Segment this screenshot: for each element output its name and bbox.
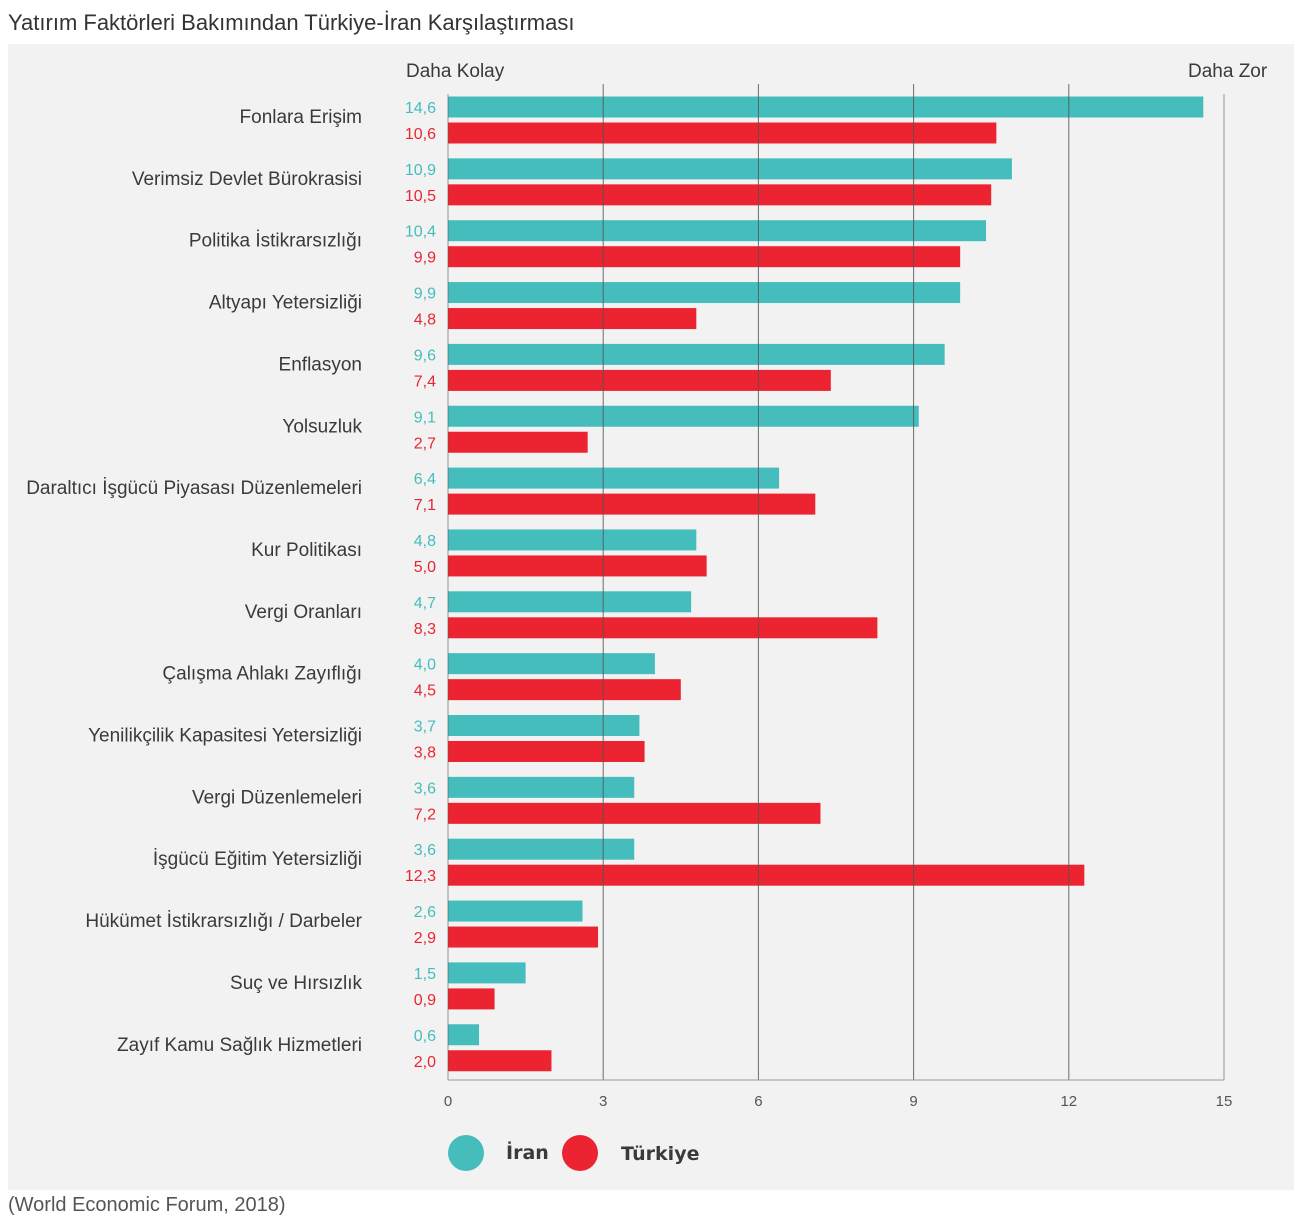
value-label-turkiye: 4,5: [414, 683, 436, 700]
value-label-turkiye: 2,7: [414, 435, 436, 452]
value-label-turkiye: 10,5: [405, 188, 436, 205]
bar-iran: [448, 467, 780, 489]
category-label: Fonlara Erişim: [240, 107, 362, 128]
category-label: Altyapı Yetersizliği: [209, 293, 362, 314]
edge-label-right: Daha Zor: [1188, 61, 1268, 82]
value-label-turkiye: 3,8: [414, 745, 436, 762]
value-label-turkiye: 8,3: [414, 621, 436, 638]
category-label: Vergi Düzenlemeleri: [192, 787, 362, 808]
value-label-turkiye: 7,1: [414, 497, 436, 514]
bar-turkiye: [448, 431, 588, 453]
bar-iran: [448, 962, 526, 984]
chart-title: Yatırım Faktörleri Bakımından Türkiye-İr…: [8, 10, 575, 35]
bar-turkiye: [448, 1050, 552, 1072]
x-tick-label: 9: [909, 1093, 917, 1110]
bar-iran: [448, 591, 692, 613]
bar-turkiye: [448, 246, 961, 268]
value-label-iran: 6,4: [414, 471, 436, 488]
value-label-iran: 9,9: [414, 286, 436, 303]
bar-iran: [448, 529, 697, 551]
value-label-iran: 4,8: [414, 533, 436, 550]
category-label: Verimsiz Devlet Bürokrasisi: [132, 169, 362, 190]
bar-iran: [448, 715, 640, 736]
bar-turkiye: [448, 308, 697, 330]
legend-swatch-iran: [448, 1135, 484, 1171]
legend-swatch-turkiye: [562, 1135, 598, 1171]
value-label-turkiye: 0,9: [414, 992, 436, 1009]
bar-turkiye: [448, 679, 681, 701]
bar-turkiye: [448, 493, 816, 515]
category-label: Hükümet İstikrarsızlığı / Darbeler: [85, 911, 362, 932]
legend-label-turkiye: Türkiye: [621, 1143, 699, 1165]
bar-turkiye: [448, 864, 1085, 886]
legend-label-iran: İran: [506, 1140, 549, 1164]
bar-iran: [448, 158, 1012, 180]
bar-turkiye: [448, 369, 831, 391]
bar-iran: [448, 405, 919, 427]
category-label: Politika İstikrarsızlığı: [189, 231, 362, 252]
category-label: İşgücü Eğitim Yetersizliği: [153, 849, 362, 870]
category-label: Kur Politikası: [251, 540, 362, 561]
bar-turkiye: [448, 802, 821, 824]
bar-iran: [448, 653, 655, 675]
value-label-turkiye: 2,0: [414, 1054, 436, 1071]
category-label: Zayıf Kamu Sağlık Hizmetleri: [117, 1035, 362, 1056]
bar-turkiye: [448, 926, 599, 948]
bar-turkiye: [448, 122, 997, 144]
x-tick-label: 6: [754, 1093, 762, 1110]
value-label-iran: 9,1: [414, 409, 436, 426]
value-label-iran: 14,6: [405, 100, 436, 117]
value-label-iran: 3,7: [414, 719, 436, 736]
value-label-iran: 10,9: [405, 162, 436, 179]
bar-turkiye: [448, 741, 645, 762]
value-label-turkiye: 7,2: [414, 806, 436, 823]
value-label-turkiye: 5,0: [414, 559, 436, 576]
bar-iran: [448, 1024, 480, 1046]
bar-iran: [448, 776, 635, 798]
bar-turkiye: [448, 988, 495, 1010]
bar-turkiye: [448, 555, 707, 577]
bar-turkiye: [448, 184, 992, 206]
value-label-iran: 3,6: [414, 780, 436, 797]
source-note: (World Economic Forum, 2018): [8, 1194, 286, 1216]
category-label: Vergi Oranları: [245, 602, 362, 623]
value-label-iran: 2,6: [414, 904, 436, 921]
value-label-iran: 4,7: [414, 595, 436, 612]
bar-turkiye: [448, 617, 878, 639]
category-label: Yolsuzluk: [282, 416, 362, 437]
value-label-turkiye: 12,3: [405, 868, 436, 885]
category-label: Suç ve Hırsızlık: [230, 973, 362, 994]
value-label-turkiye: 10,6: [405, 126, 436, 143]
value-label-turkiye: 9,9: [414, 250, 436, 267]
bar-iran: [448, 343, 945, 365]
bar-iran: [448, 220, 987, 242]
value-label-iran: 1,5: [414, 966, 436, 983]
value-label-iran: 0,6: [414, 1028, 436, 1045]
x-tick-label: 12: [1060, 1093, 1077, 1110]
bar-iran: [448, 282, 961, 304]
edge-label-left: Daha Kolay: [406, 61, 505, 82]
category-label: Çalışma Ahlakı Zayıflığı: [162, 664, 362, 685]
x-tick-label: 15: [1216, 1093, 1233, 1110]
x-tick-label: 3: [599, 1093, 607, 1110]
x-tick-label: 0: [444, 1093, 452, 1110]
bar-iran: [448, 900, 583, 922]
value-label-iran: 3,6: [414, 842, 436, 859]
value-label-turkiye: 7,4: [414, 373, 436, 390]
category-label: Yenilikçilik Kapasitesi Yetersizliği: [88, 726, 362, 747]
value-label-iran: 4,0: [414, 657, 436, 674]
value-label-iran: 10,4: [405, 224, 436, 241]
value-label-turkiye: 4,8: [414, 312, 436, 329]
value-label-turkiye: 2,9: [414, 930, 436, 947]
category-label: Enflasyon: [279, 354, 362, 375]
bar-iran: [448, 96, 1204, 118]
value-label-iran: 9,6: [414, 347, 436, 364]
category-label: Daraltıcı İşgücü Piyasası Düzenlemeleri: [26, 478, 362, 499]
bar-iran: [448, 838, 635, 860]
